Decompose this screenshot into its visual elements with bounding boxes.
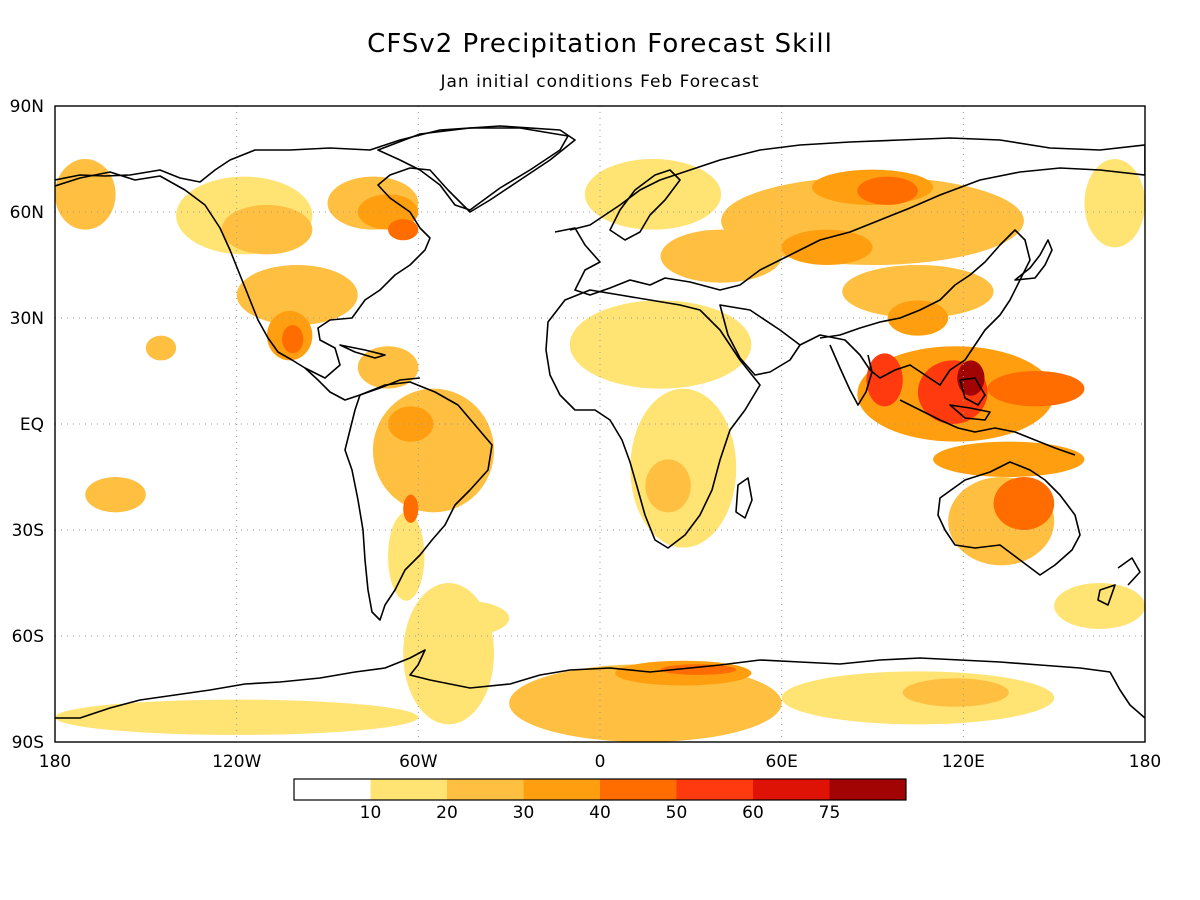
map-subtitle: Jan initial conditions Feb Forecast bbox=[439, 72, 759, 92]
coastline-layer bbox=[55, 125, 1145, 719]
colorbar-label: 20 bbox=[436, 803, 458, 823]
colorbar-swatch bbox=[294, 779, 371, 800]
lon-tick-label: 60W bbox=[399, 752, 438, 772]
skill-region bbox=[403, 494, 419, 523]
skill-region bbox=[842, 265, 994, 318]
greenland-coastline bbox=[377, 127, 569, 211]
south-asia-coastline bbox=[799, 229, 1031, 386]
longitude-axis: 180 120W 60W 0 60E 120E 180 bbox=[39, 752, 1161, 772]
graticule bbox=[55, 106, 1145, 742]
colorbar-label: 10 bbox=[360, 803, 382, 823]
skill-region bbox=[282, 325, 304, 354]
lat-tick-label: 30S bbox=[12, 521, 44, 541]
colorbar: 10 20 30 40 50 60 75 bbox=[293, 778, 907, 823]
scandinavia-coastline bbox=[609, 169, 681, 241]
colorbar-label: 60 bbox=[742, 803, 764, 823]
latitude-axis: 90N 60N 30N EQ 30S 60S 90S bbox=[10, 97, 44, 753]
colorbar-swatch bbox=[600, 779, 677, 800]
skill-region bbox=[55, 699, 419, 735]
colorbar-label: 50 bbox=[666, 803, 688, 823]
skill-region bbox=[388, 219, 419, 241]
arabia-coastline bbox=[719, 304, 801, 376]
skill-region bbox=[569, 300, 752, 389]
skill-region bbox=[933, 441, 1085, 478]
skill-region bbox=[418, 600, 510, 636]
north-america-coastline bbox=[55, 125, 576, 379]
skill-region bbox=[55, 159, 116, 230]
skill-region bbox=[645, 459, 691, 513]
lat-tick-label: 30N bbox=[10, 309, 44, 329]
maritime-continent-coastline bbox=[899, 377, 1076, 456]
colorbar-label: 40 bbox=[589, 803, 611, 823]
colorbar-frame bbox=[293, 778, 907, 801]
map-frame bbox=[54, 105, 1146, 743]
skill-region bbox=[781, 229, 873, 265]
lat-tick-label: 90N bbox=[10, 97, 44, 117]
europe-coastline bbox=[554, 137, 1145, 296]
skill-region bbox=[993, 477, 1055, 530]
skill-region bbox=[902, 678, 1009, 707]
skill-region bbox=[866, 353, 903, 407]
colorbar-swatch bbox=[523, 779, 600, 800]
lon-tick-label: 180 bbox=[39, 752, 71, 772]
colorbar-label: 30 bbox=[513, 803, 535, 823]
skill-region bbox=[85, 477, 146, 513]
skill-region bbox=[236, 265, 358, 326]
skill-region bbox=[388, 406, 434, 442]
australia-coastline bbox=[937, 461, 1081, 576]
cuba-coastline bbox=[339, 344, 386, 359]
colorbar-swatch bbox=[676, 779, 753, 800]
skill-region bbox=[388, 512, 425, 601]
skill-region bbox=[1054, 583, 1145, 629]
india-peninsula-coastline bbox=[829, 344, 873, 406]
africa-coastline bbox=[545, 289, 761, 549]
map-plot-area bbox=[54, 105, 1146, 743]
madagascar-coastline bbox=[735, 477, 753, 519]
colorbar-label: 75 bbox=[819, 803, 841, 823]
lon-tick-label: 0 bbox=[595, 752, 606, 772]
lon-tick-label: 120W bbox=[212, 752, 261, 772]
skill-region bbox=[372, 388, 495, 513]
colorbar-swatch bbox=[370, 779, 447, 800]
colorbar-swatch bbox=[447, 779, 524, 800]
colorbar-swatch bbox=[829, 779, 906, 800]
lat-tick-label: 60S bbox=[12, 627, 44, 647]
south-america-coastline bbox=[344, 381, 493, 621]
antarctica-coastline bbox=[55, 649, 1145, 719]
lat-tick-label: 90S bbox=[12, 733, 44, 753]
lon-tick-label: 120E bbox=[942, 752, 985, 772]
skill-region bbox=[987, 371, 1085, 407]
lon-tick-label: 180 bbox=[1129, 752, 1161, 772]
japan-coastline bbox=[1014, 239, 1053, 281]
skill-region bbox=[584, 159, 722, 230]
skill-region bbox=[221, 204, 313, 255]
skill-region bbox=[857, 176, 918, 205]
lat-tick-label: EQ bbox=[20, 415, 44, 435]
map-title: CFSv2 Precipitation Forecast Skill bbox=[367, 29, 833, 59]
lat-tick-label: 60N bbox=[10, 203, 44, 223]
skill-region bbox=[145, 335, 177, 361]
central-america-coastline bbox=[304, 367, 421, 401]
lon-tick-label: 60E bbox=[766, 752, 798, 772]
new-zealand-coastline bbox=[1097, 557, 1141, 606]
skill-region bbox=[660, 664, 737, 675]
colorbar-swatch bbox=[753, 779, 830, 800]
skill-region bbox=[1084, 159, 1145, 248]
skill-region bbox=[887, 300, 949, 336]
